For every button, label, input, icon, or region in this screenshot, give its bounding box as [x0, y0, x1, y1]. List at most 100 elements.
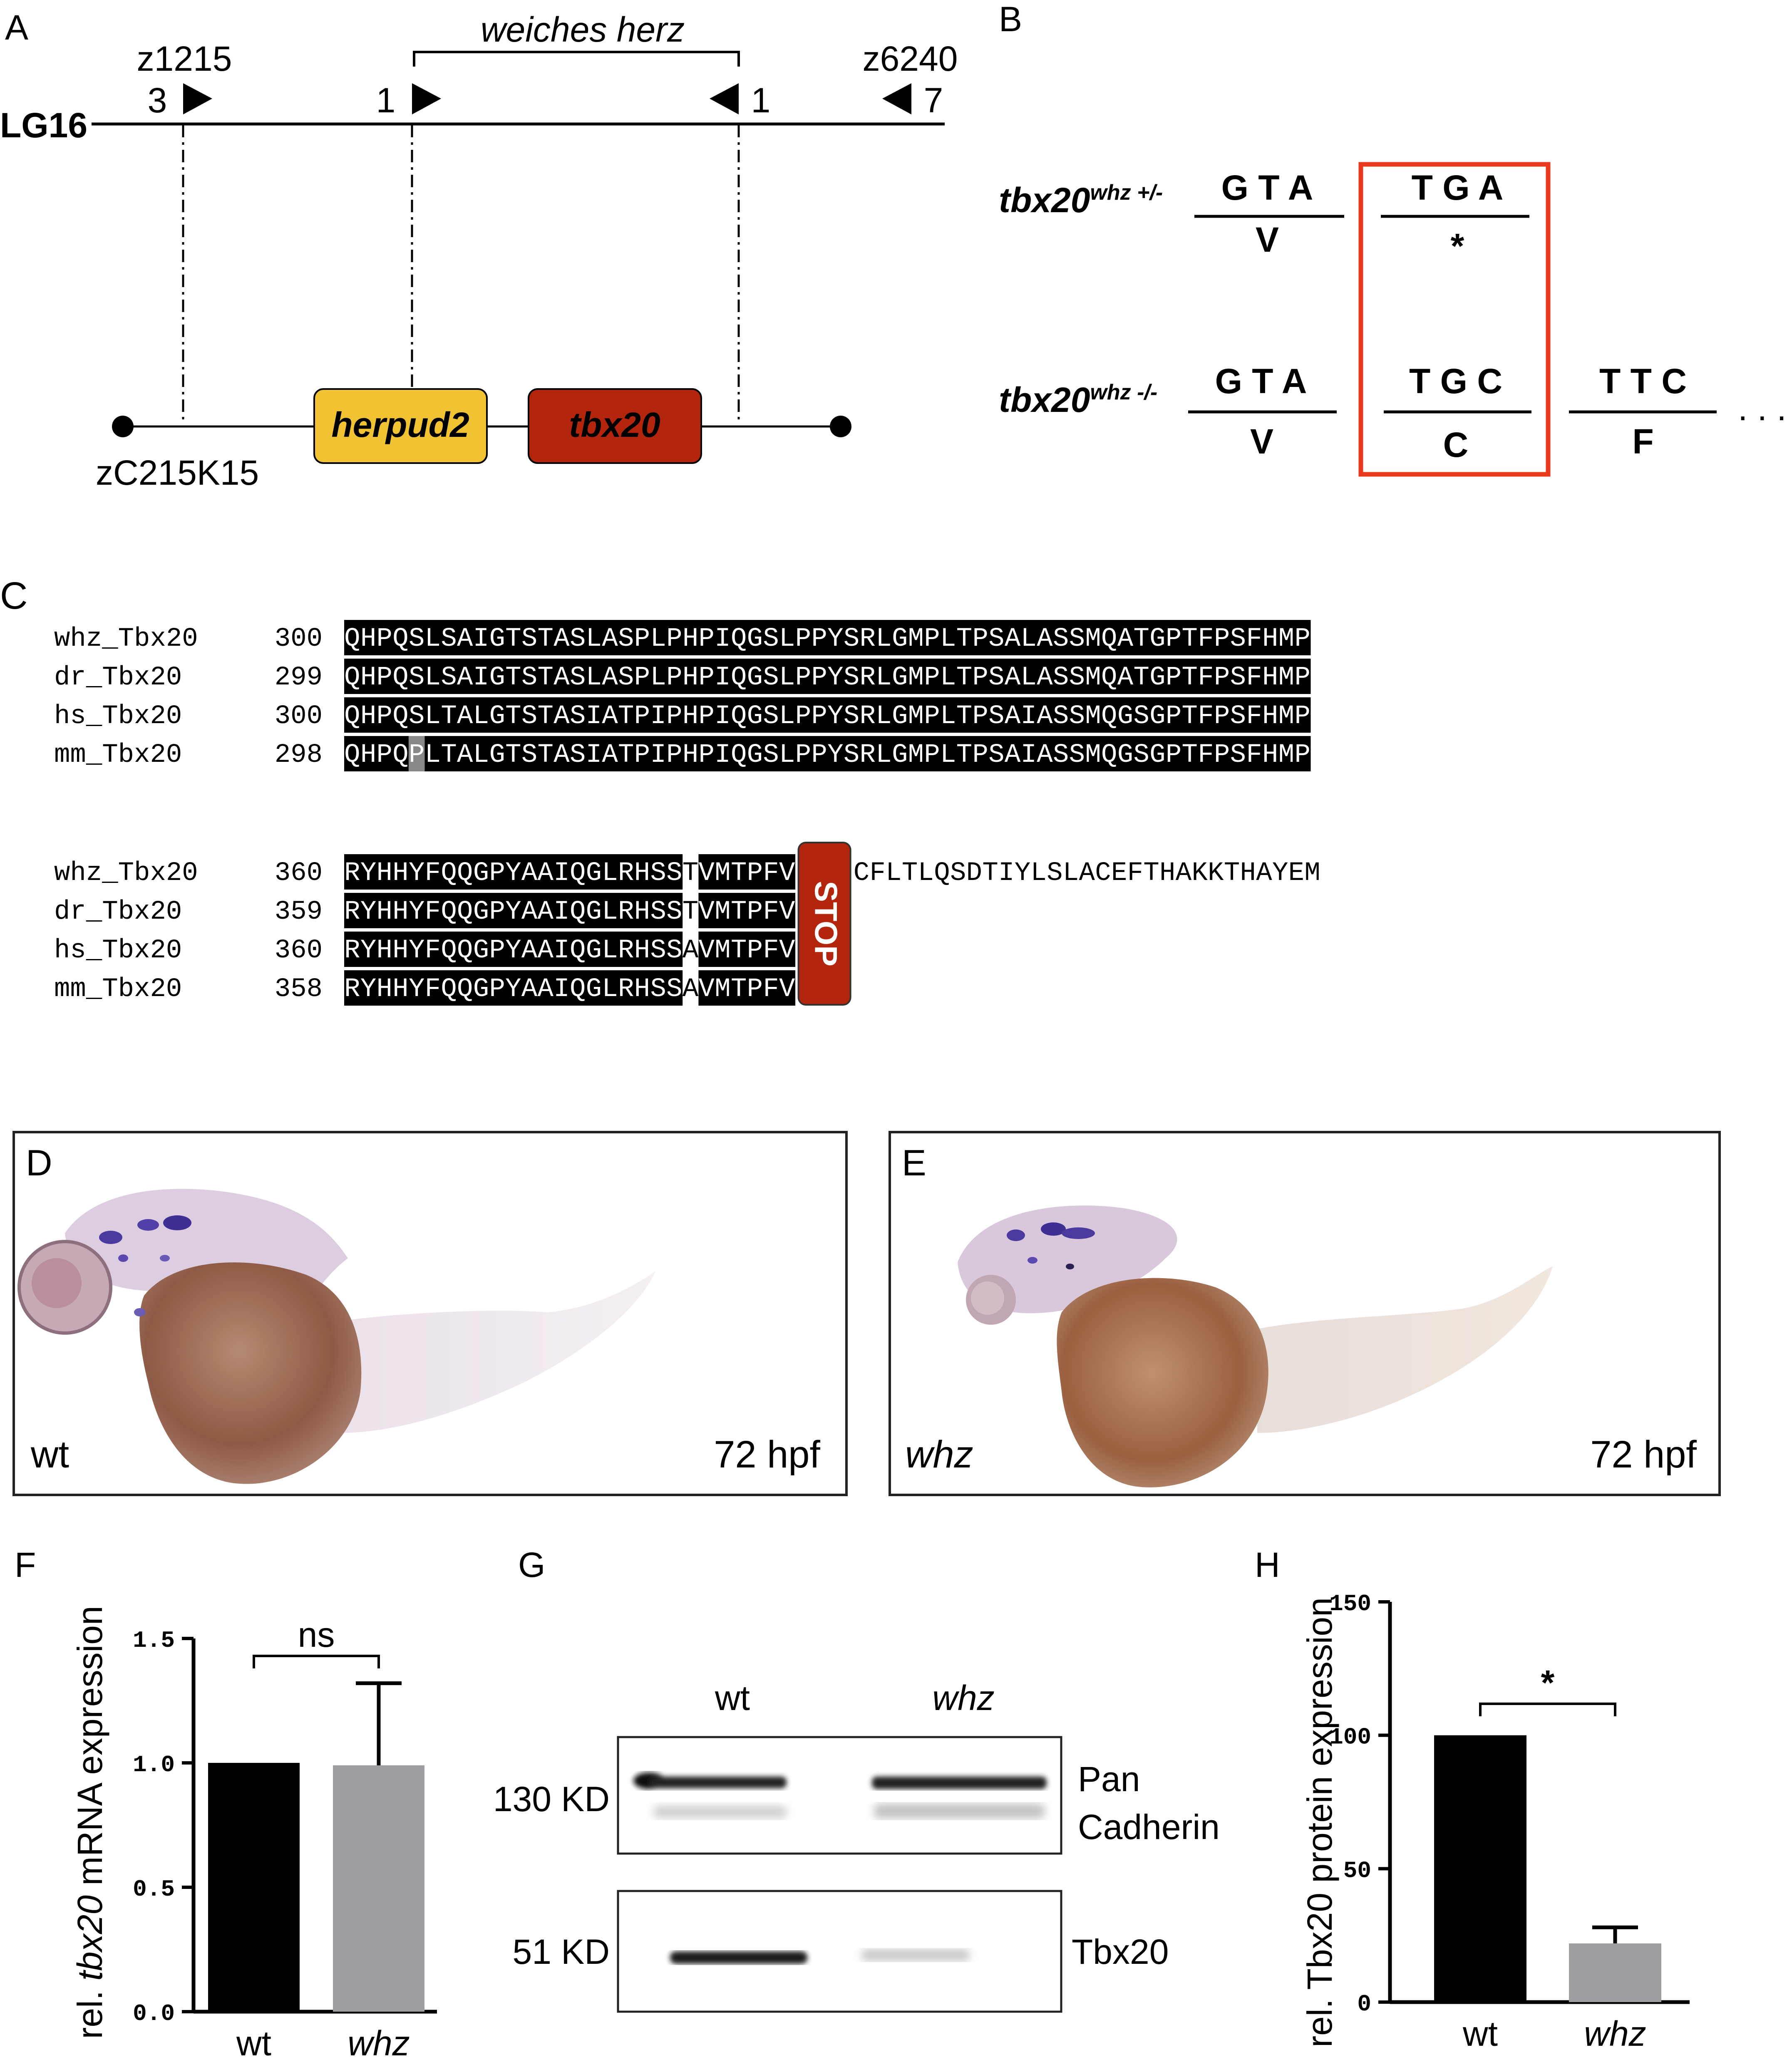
- panel-a-letter: A: [5, 8, 28, 47]
- residue-shade: [763, 697, 779, 733]
- residue-shade: [618, 893, 635, 928]
- tbx20-gene-label: tbx20: [569, 405, 660, 444]
- residue-shade: [537, 970, 554, 1006]
- residue-shade: [360, 893, 377, 928]
- residue-shade: [392, 970, 409, 1006]
- residue: Y: [409, 974, 424, 1004]
- residue-shade: [698, 854, 715, 890]
- panel-h-chart: H 0 50 100 150 wt whz * rel. Tbx20 protein expre…: [1255, 1545, 1690, 2053]
- residue: L: [473, 740, 489, 770]
- residue: P: [377, 701, 392, 731]
- residue-shade: [779, 893, 796, 928]
- sequence-name: whz_Tbx20: [54, 858, 198, 888]
- residue: G: [1117, 701, 1133, 731]
- residue-shade: [747, 620, 763, 655]
- panel-letter: F: [15, 1545, 36, 1584]
- residue: S: [409, 701, 424, 731]
- residue: A: [683, 974, 699, 1004]
- bar: [333, 1765, 424, 2012]
- residue-shade: [1037, 736, 1053, 771]
- residue: V: [779, 858, 795, 888]
- residue-shade: [1101, 736, 1118, 771]
- residue: T: [956, 624, 972, 654]
- het-codon-2: T G A: [1412, 168, 1504, 207]
- residue-shade: [441, 620, 457, 655]
- residue-shade: [424, 970, 441, 1006]
- residue: A: [538, 897, 554, 927]
- residue-shade: [956, 697, 973, 733]
- residue: A: [521, 974, 538, 1004]
- residue-shade: [650, 659, 667, 694]
- residue: P: [1166, 740, 1181, 770]
- residue: S: [1069, 624, 1085, 654]
- residue-shade: [1004, 697, 1021, 733]
- residue-shade: [730, 697, 747, 733]
- residue-shade: [666, 620, 683, 655]
- residue-shade: [521, 697, 538, 733]
- residue: S: [1047, 858, 1062, 888]
- residue-shade: [1278, 736, 1295, 771]
- residue-shade: [537, 854, 554, 890]
- residue: S: [1053, 701, 1069, 731]
- herpud2-gene-label: herpud2: [331, 405, 469, 444]
- residue-shade: [569, 970, 586, 1006]
- right-arrow-icon: [412, 83, 441, 114]
- residue-shade: [1198, 697, 1214, 733]
- residue: P: [747, 974, 763, 1004]
- significance-bracket: [253, 1655, 380, 1668]
- residue-shade: [843, 697, 860, 733]
- residue: K: [1208, 858, 1224, 888]
- residue-shade: [795, 736, 812, 771]
- y-tick-label: 1.5: [133, 1627, 175, 1654]
- residue-shade: [618, 620, 635, 655]
- residue: P: [811, 740, 827, 770]
- residue: S: [441, 663, 457, 693]
- residue-shade: [1214, 620, 1230, 655]
- residue-shade: [682, 659, 699, 694]
- residue-shade: [392, 854, 409, 890]
- residue: Q: [457, 974, 473, 1004]
- residue: P: [1214, 624, 1230, 654]
- residue: H: [634, 936, 650, 966]
- residue: S: [988, 663, 1004, 693]
- residue: P: [377, 740, 392, 770]
- residue: S: [1053, 740, 1069, 770]
- residue: T: [1224, 858, 1240, 888]
- residue: M: [908, 663, 924, 693]
- residue: Q: [457, 897, 473, 927]
- residue-shade: [1230, 659, 1246, 694]
- residue: G: [489, 740, 505, 770]
- residue: A: [1037, 740, 1053, 770]
- residue: L: [602, 858, 618, 888]
- residue: L: [425, 701, 441, 731]
- residue-shade: [602, 620, 618, 655]
- residue: P: [1294, 740, 1310, 770]
- panel-d-image: D wt 72 hpf: [12, 1131, 848, 1496]
- residue: T: [538, 701, 553, 731]
- residue-shade: [715, 620, 731, 655]
- significance-label: ns: [298, 1615, 335, 1654]
- residue-shade: [1198, 620, 1214, 655]
- residue-shade: [634, 854, 650, 890]
- y-axis-label: rel. tbx20 mRNA expression: [70, 1606, 109, 2039]
- residue: L: [650, 624, 666, 654]
- bar: [1569, 1943, 1661, 2002]
- residue: I: [553, 858, 569, 888]
- residue-shade: [408, 893, 425, 928]
- residue-shade: [1085, 736, 1102, 771]
- residue: T: [505, 663, 521, 693]
- residue-shade: [827, 697, 844, 733]
- residue-shade: [908, 697, 924, 733]
- residue: A: [538, 936, 554, 966]
- residue: A: [553, 624, 570, 654]
- residue: V: [699, 974, 715, 1004]
- residue: V: [699, 936, 715, 966]
- residue: T: [982, 858, 998, 888]
- residue: S: [650, 897, 666, 927]
- residue-shade: [489, 932, 506, 967]
- residue: A: [602, 701, 618, 731]
- residue: S: [763, 740, 779, 770]
- tbx20-gene-box: [528, 388, 702, 464]
- residue: Q: [344, 624, 360, 654]
- residue: P: [811, 701, 827, 731]
